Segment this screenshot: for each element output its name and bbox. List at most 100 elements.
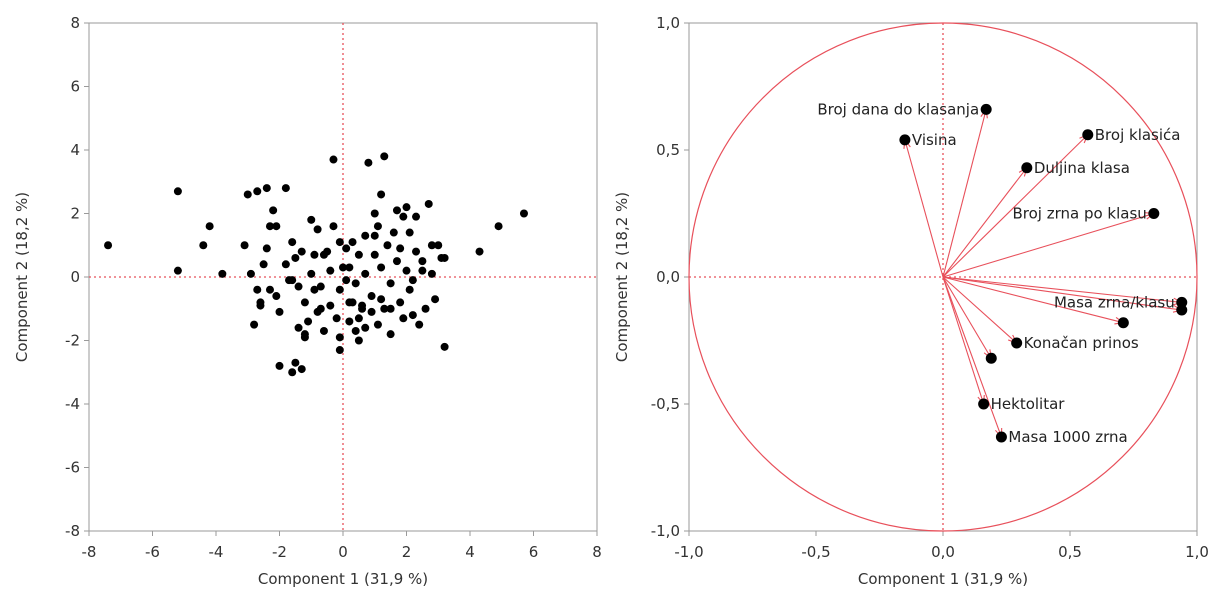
score-point	[288, 238, 297, 247]
score-point	[348, 238, 357, 247]
score-plot-x-tick-label: 4	[465, 543, 475, 561]
score-plot-x-tick-label: -8	[82, 543, 97, 561]
score-plot-y-tick-label: 8	[70, 14, 80, 32]
score-plot-x-tick-label: -4	[209, 543, 224, 561]
loading-label: Broj dana do klasanja	[817, 100, 979, 118]
score-point	[405, 285, 414, 294]
score-point	[275, 307, 284, 316]
score-plot-x-tick-label: 8	[592, 543, 602, 561]
score-plot: -8 -6 -4 -2 0 2 4 6 8 -8 -6 -4 -2 0 2 4 6 8 Component 1 (…	[13, 14, 602, 588]
score-point	[335, 346, 344, 355]
score-point	[275, 361, 284, 370]
score-plot-y-tick-label: -4	[65, 395, 80, 413]
score-point	[367, 292, 376, 301]
loading-label: Visina	[912, 131, 957, 149]
score-point	[256, 301, 265, 310]
score-point	[288, 368, 297, 377]
score-point	[319, 250, 328, 259]
loading-arrow	[942, 276, 1182, 303]
score-point	[383, 241, 392, 250]
score-point	[294, 282, 303, 291]
score-point	[291, 253, 300, 262]
score-point	[402, 266, 411, 275]
score-point	[243, 190, 252, 199]
score-point	[265, 222, 274, 231]
score-plot-y-tick-label: -8	[65, 522, 80, 540]
score-point	[307, 215, 316, 224]
score-point	[246, 269, 255, 278]
loading-arrow	[942, 276, 1002, 438]
score-point	[358, 304, 367, 313]
loading-labels: Broj dana do klasanja Visina Broj klasića D…	[817, 100, 1180, 446]
score-point	[297, 247, 306, 256]
score-point	[332, 314, 341, 323]
score-plot-y-tick-label: 6	[70, 78, 80, 96]
score-point	[354, 314, 363, 323]
score-point	[342, 244, 351, 253]
loading-point	[995, 431, 1007, 443]
loading-label: Duljina klasa	[1034, 159, 1130, 177]
score-point	[335, 333, 344, 342]
score-point	[326, 266, 335, 275]
score-point	[386, 330, 395, 339]
loading-arrow	[904, 139, 944, 278]
score-point	[262, 244, 271, 253]
loading-point	[1117, 317, 1129, 329]
score-plot-x-tick-label: -2	[272, 543, 287, 561]
score-plot-x-tick-label: 2	[402, 543, 412, 561]
score-point	[345, 317, 354, 326]
score-point	[319, 326, 328, 335]
score-point	[300, 298, 309, 307]
score-plot-x-axis-title: Component 1 (31,9 %)	[258, 570, 428, 588]
loading-point	[899, 134, 911, 146]
score-point	[354, 336, 363, 345]
score-point	[297, 365, 306, 374]
loading-label: Konačan prinos	[1024, 334, 1139, 352]
score-point	[427, 241, 436, 250]
score-plot-x-tick-label: 6	[529, 543, 539, 561]
score-point	[253, 187, 262, 196]
loading-point	[1082, 129, 1094, 141]
loading-plot-y-tick-label: -1,0	[651, 522, 680, 540]
score-point	[418, 257, 427, 266]
loading-label: Masa 1000 zrna	[1008, 428, 1127, 446]
score-point	[304, 317, 313, 326]
score-point	[348, 298, 357, 307]
score-point	[396, 298, 405, 307]
score-point	[300, 333, 309, 342]
loading-plot-x-tick-label: 0,0	[931, 543, 955, 561]
score-point	[240, 241, 249, 250]
loading-point	[980, 103, 992, 115]
score-point	[291, 358, 300, 367]
score-point	[104, 241, 113, 250]
loading-arrows	[903, 107, 1184, 439]
score-plot-y-axis-title: Component 2 (18,2 %)	[13, 192, 31, 362]
loading-arrow	[942, 109, 987, 278]
score-point	[386, 304, 395, 313]
score-point	[329, 155, 338, 164]
score-point	[370, 209, 379, 218]
score-point	[396, 244, 405, 253]
score-point	[434, 241, 443, 250]
loading-arrow	[942, 276, 1018, 344]
score-point	[418, 266, 427, 275]
loading-point	[1176, 296, 1188, 308]
score-point	[335, 238, 344, 247]
score-point	[377, 295, 386, 304]
score-point	[367, 307, 376, 316]
loading-points	[899, 103, 1188, 443]
score-point	[431, 295, 440, 304]
loading-arrow	[942, 276, 1182, 311]
score-point	[351, 279, 360, 288]
score-point	[399, 314, 408, 323]
loading-label: Hektolitar	[991, 395, 1066, 413]
score-point	[269, 206, 278, 215]
score-point	[399, 212, 408, 221]
loading-plot-x-axis-title: Component 1 (31,9 %)	[858, 570, 1028, 588]
score-point	[370, 250, 379, 259]
loading-plot-y-axis-title: Component 2 (18,2 %)	[613, 192, 631, 362]
score-point	[339, 263, 347, 272]
loading-label: Broj klasića	[1095, 126, 1181, 144]
score-point	[412, 247, 421, 256]
score-point	[272, 222, 281, 231]
